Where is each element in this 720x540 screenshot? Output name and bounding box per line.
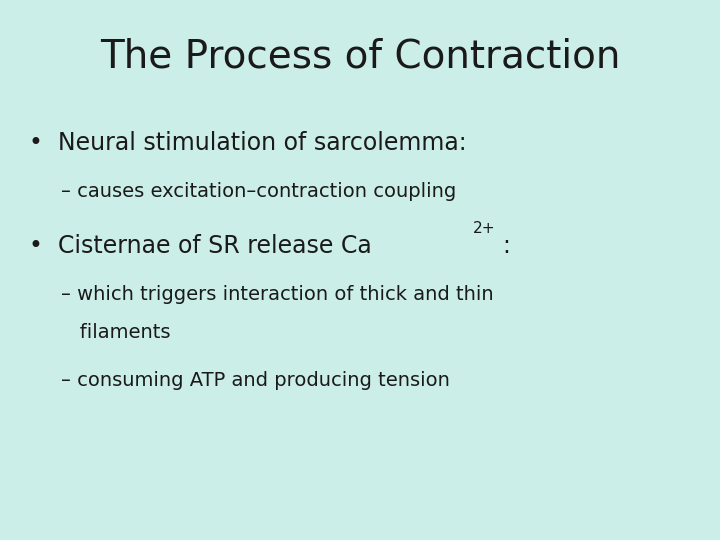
Text: •  Cisternae of SR release Ca: • Cisternae of SR release Ca bbox=[29, 234, 372, 258]
Text: filaments: filaments bbox=[61, 322, 171, 342]
Text: – which triggers interaction of thick and thin: – which triggers interaction of thick an… bbox=[61, 285, 494, 304]
Text: – consuming ATP and producing tension: – consuming ATP and producing tension bbox=[61, 371, 450, 390]
Text: 2+: 2+ bbox=[472, 221, 495, 236]
Text: The Process of Contraction: The Process of Contraction bbox=[100, 38, 620, 76]
Text: 2+: 2+ bbox=[472, 221, 495, 236]
Text: •  Neural stimulation of sarcolemma:: • Neural stimulation of sarcolemma: bbox=[29, 131, 467, 155]
Text: – causes excitation–contraction coupling: – causes excitation–contraction coupling bbox=[61, 182, 456, 201]
Text: :: : bbox=[503, 234, 510, 258]
